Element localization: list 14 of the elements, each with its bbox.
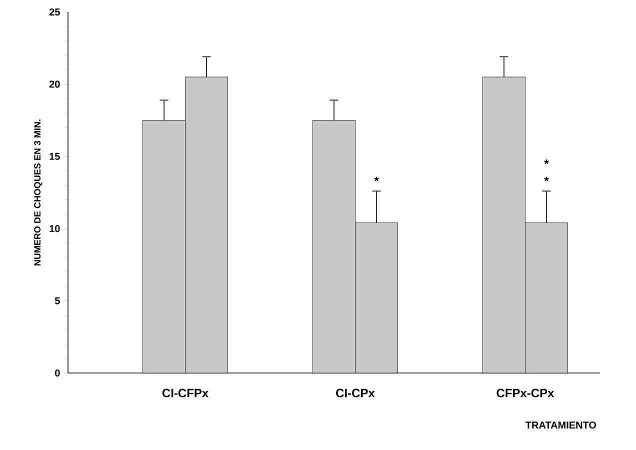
x-tick-label: CFPx-CPx bbox=[496, 388, 554, 398]
y-tick-label: 10 bbox=[50, 225, 60, 232]
y-tick-label: 5 bbox=[54, 297, 60, 304]
annotation: * bbox=[544, 159, 549, 164]
y-tick-label: 0 bbox=[55, 369, 60, 377]
y-tick-label: 20 bbox=[49, 80, 60, 88]
x-tick-label: CI-CPx bbox=[336, 388, 375, 398]
y-axis-title: NUMERO DE CHOQUES EN 3 MIN. bbox=[34, 120, 42, 266]
y-tick-label: 25 bbox=[49, 8, 60, 16]
y-tick-label: 15 bbox=[50, 152, 60, 160]
x-axis-title: TRATAMIENTO bbox=[525, 422, 596, 429]
x-tick-label: CI-CFPx bbox=[162, 388, 209, 398]
annotation: * bbox=[374, 176, 379, 182]
annotation: * bbox=[544, 176, 549, 182]
